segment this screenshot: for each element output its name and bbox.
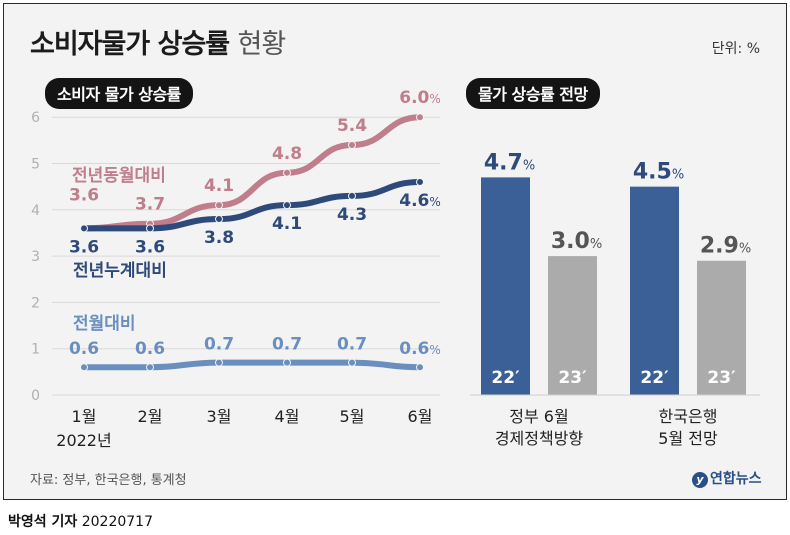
data-point xyxy=(215,215,223,224)
data-point xyxy=(146,224,154,233)
data-point xyxy=(283,168,291,177)
x-year-label: 2022년 xyxy=(56,431,111,450)
data-point xyxy=(80,224,88,233)
x-tick-label: 5월 xyxy=(340,407,365,426)
series-name-label: 전월대비 xyxy=(73,314,136,334)
x-tick-label: 1월 xyxy=(72,407,97,426)
data-point xyxy=(416,363,424,372)
bar-value-label: 4.7% xyxy=(484,150,535,175)
series-line xyxy=(81,179,423,232)
data-label: 4.8 xyxy=(272,144,302,164)
bar-value-label: 4.5% xyxy=(633,160,684,185)
x-tick-label: 6월 xyxy=(408,407,433,426)
series-line xyxy=(81,359,423,371)
group-label: 정부 6월 xyxy=(509,407,568,426)
x-tick-label: 3월 xyxy=(207,407,232,426)
data-point xyxy=(215,358,223,367)
data-label: 3.6 xyxy=(135,237,165,257)
data-label: 0.7 xyxy=(204,335,234,355)
data-point xyxy=(80,363,88,372)
yonhap-logo-icon: y xyxy=(692,472,708,488)
page-title: 소비자물가 상승률 현황 xyxy=(30,29,286,60)
data-label: 3.6 xyxy=(69,185,99,205)
x-tick-label: 2월 xyxy=(138,407,163,426)
bar xyxy=(697,260,746,395)
forecast-section-label: 물가 상승률 전망 xyxy=(466,78,600,109)
group-label: 5월 전망 xyxy=(658,429,718,448)
data-label: 4.6% xyxy=(399,191,441,211)
data-point xyxy=(283,201,291,210)
data-point xyxy=(348,358,356,367)
y-tick-label: 6 xyxy=(31,110,40,126)
y-tick-label: 4 xyxy=(31,203,40,219)
yonhap-logo: y 연합뉴스 xyxy=(692,468,762,488)
y-tick-label: 1 xyxy=(31,342,40,358)
data-point xyxy=(348,140,356,149)
y-tick-label: 3 xyxy=(31,249,40,265)
data-label: 3.6 xyxy=(69,237,99,257)
group-label: 한국은행 xyxy=(659,407,718,426)
data-point xyxy=(416,113,424,122)
data-point xyxy=(215,201,223,210)
data-label: 0.6 xyxy=(69,339,99,359)
y-tick-label: 2 xyxy=(31,295,40,311)
bar-year-label: 23′ xyxy=(558,368,587,388)
byline: 박영석 기자 20220717 xyxy=(8,514,153,530)
data-point xyxy=(146,363,154,372)
data-point xyxy=(348,191,356,200)
data-label: 6.0% xyxy=(399,88,441,108)
data-point xyxy=(283,358,291,367)
y-tick-label: 5 xyxy=(31,157,40,173)
data-label: 3.7 xyxy=(135,195,165,215)
data-label: 3.8 xyxy=(204,228,234,248)
series-name-label: 전년누계대비 xyxy=(73,261,167,281)
bar-year-label: 22′ xyxy=(640,368,669,388)
series-name-label: 전년동월대비 xyxy=(72,166,166,186)
source-note: 자료: 정부, 한국은행, 통계청 xyxy=(30,473,187,488)
bar-year-label: 22′ xyxy=(491,368,520,388)
data-label: 5.4 xyxy=(337,116,367,136)
x-tick-label: 4월 xyxy=(275,407,300,426)
cpi-section-label: 소비자 물가 상승률 xyxy=(45,78,193,109)
data-label: 4.1 xyxy=(272,214,302,234)
data-label: 4.3 xyxy=(337,205,367,225)
data-label: 0.7 xyxy=(337,335,367,355)
y-tick-label: 0 xyxy=(31,388,40,404)
bar-year-label: 23′ xyxy=(707,368,736,388)
data-label: 0.6% xyxy=(399,339,441,359)
unit-label: 단위: % xyxy=(711,41,760,57)
data-label: 4.1 xyxy=(204,176,234,196)
bar xyxy=(630,186,679,395)
bar xyxy=(548,256,597,395)
group-label: 경제정책방향 xyxy=(495,429,584,448)
bar-value-label: 3.0% xyxy=(551,229,602,254)
data-label: 0.7 xyxy=(272,335,302,355)
bar-value-label: 2.9% xyxy=(700,234,751,259)
data-label: 0.6 xyxy=(135,339,165,359)
bar xyxy=(481,177,530,395)
data-point xyxy=(416,178,424,187)
